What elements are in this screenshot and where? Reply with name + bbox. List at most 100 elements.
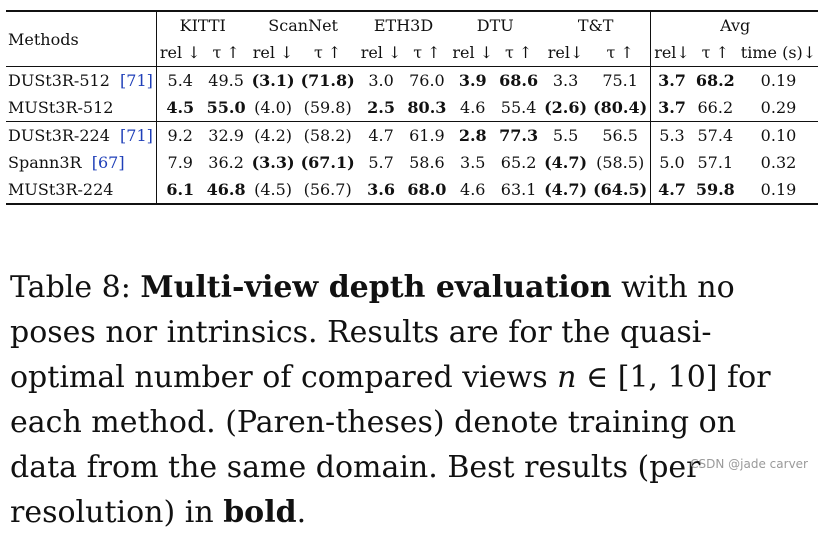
value-cell: 66.2 — [697, 98, 734, 117]
group-header-eth3d: ETH3D — [357, 10, 450, 39]
value-cell: 5.4 — [155, 66, 204, 94]
value-cell: 4.6 — [460, 98, 486, 117]
value-cell: 57.4 — [692, 121, 738, 149]
table-caption: Table 8: Multi-view depth evaluation wit… — [10, 265, 810, 535]
value-cell: (67.1) — [300, 153, 355, 172]
value-cell: 2.5 — [367, 98, 395, 117]
value-cell: (4.5) — [254, 180, 293, 199]
value-cell: 4.7 — [357, 121, 405, 149]
value-cell: 65.2 — [500, 153, 537, 172]
caption-label: Table 8: — [10, 270, 141, 305]
watermark-text: CSDN @jade carver — [690, 457, 808, 471]
value-cell: (4.7) — [544, 180, 588, 199]
value-cell: 9.2 — [155, 121, 204, 149]
group-header-scannet: ScanNet — [248, 10, 358, 39]
value-cell: 5.7 — [368, 153, 394, 172]
caption-text-1: with no poses nor intrinsics. Results ar… — [10, 270, 735, 395]
results-table: Methods KITTI ScanNet ETH3D DTU T&T Avg … — [6, 10, 818, 205]
value-cell: 49.5 — [208, 71, 244, 90]
method-name-cell: DUSt3R-512 [71] — [6, 67, 156, 95]
value-cell: 3.0 — [368, 71, 394, 90]
caption-math-n: n — [557, 360, 577, 395]
subheader-scannet-tau: τ ↑ — [297, 39, 358, 67]
value-cell: 0.10 — [737, 121, 818, 149]
value-cell: (58.5) — [596, 153, 645, 172]
value-cell: 57.1 — [697, 153, 734, 172]
value-cell: (59.8) — [303, 98, 352, 117]
method-name-cell: DUSt3R-224 [71] — [6, 121, 157, 149]
method-name-cell: MUSt3R-512 — [6, 94, 156, 122]
value-cell: 3.3 — [552, 71, 579, 90]
value-cell: 0.32 — [760, 153, 797, 172]
value-cell: (2.6) — [544, 98, 588, 117]
caption-bold-word: bold — [223, 495, 297, 530]
method-name: DUSt3R-512 — [8, 71, 110, 90]
value-cell: 68.2 — [695, 71, 735, 90]
group-header-kitti: KITTI — [155, 10, 249, 39]
value-cell: 68.0 — [407, 180, 447, 199]
subheader-tt-tau: τ ↑ — [590, 39, 651, 67]
value-cell: 36.2 — [208, 153, 244, 172]
method-name: MUSt3R-224 — [8, 180, 114, 199]
header-row-metrics: rel ↓ τ ↑ rel ↓ τ ↑ rel ↓ τ ↑ rel ↓ τ ↑ … — [6, 39, 818, 67]
subheader-kitti-tau: τ ↑ — [203, 39, 249, 67]
value-cell: 61.9 — [404, 121, 450, 149]
value-cell: 2.8 — [449, 121, 497, 149]
method-name-cell: MUSt3R-224 — [6, 176, 156, 204]
value-cell: 56.5 — [590, 121, 651, 149]
value-cell: 0.29 — [760, 98, 797, 117]
subheader-eth3d-tau: τ ↑ — [404, 39, 450, 67]
subheader-avg-time: time (s)↓ — [737, 39, 818, 67]
value-cell: 4.7 — [650, 176, 693, 204]
subheader-avg-rel: rel↓ — [650, 39, 693, 67]
value-cell: (4.0) — [254, 98, 293, 117]
value-cell: 3.5 — [460, 153, 486, 172]
table-body: DUSt3R-512 [71] 5.4 49.5 (3.1) (71.8) 3.0 76.0… — [6, 66, 818, 204]
value-cell: 3.6 — [367, 180, 395, 199]
value-cell: (3.1) — [251, 71, 295, 90]
caption-title: Multi-view depth evaluation — [140, 270, 612, 305]
subheader-scannet-rel: rel ↓ — [248, 39, 298, 67]
value-cell: (4.2) — [248, 121, 298, 149]
value-cell: 55.0 — [206, 98, 246, 117]
methods-header: Methods — [6, 10, 157, 67]
value-cell: (58.2) — [297, 121, 358, 149]
subheader-avg-tau: τ ↑ — [692, 39, 738, 67]
value-cell: 68.6 — [499, 71, 539, 90]
citation-link[interactable]: [71] — [120, 71, 153, 90]
value-cell: 75.1 — [602, 71, 638, 90]
table-row: DUSt3R-224 [71] 9.2 32.9 (4.2) (58.2) 4.7 61.9… — [6, 121, 818, 149]
value-cell: 80.3 — [407, 98, 447, 117]
value-cell: 63.1 — [500, 180, 537, 199]
value-cell: 0.19 — [760, 71, 797, 90]
subheader-dtu-tau: τ ↑ — [496, 39, 542, 67]
value-cell: (71.8) — [300, 71, 355, 90]
subheader-dtu-rel: rel ↓ — [449, 39, 497, 67]
value-cell: 4.5 — [155, 94, 204, 122]
subheader-tt-rel: rel↓ — [541, 39, 591, 67]
value-cell: 76.0 — [409, 71, 445, 90]
group-header-dtu: DTU — [449, 10, 542, 39]
citation-link[interactable]: [67] — [91, 153, 125, 172]
value-cell: (3.3) — [251, 153, 295, 172]
value-cell: (64.5) — [593, 180, 648, 199]
method-name: DUSt3R-224 — [8, 126, 110, 145]
value-cell: 5.5 — [541, 121, 591, 149]
group-header-avg: Avg — [650, 10, 818, 39]
subheader-kitti-rel: rel ↓ — [155, 39, 204, 67]
method-name-cell: Spann3R [67] — [6, 149, 156, 176]
table-row: MUSt3R-512 4.5 55.0 (4.0) (59.8) 2.5 80.3 4.6 55… — [6, 94, 818, 122]
citation-link[interactable]: [71] — [120, 126, 153, 145]
value-cell: (4.7) — [544, 153, 588, 172]
value-cell: 0.19 — [760, 180, 797, 199]
table-row: MUSt3R-224 6.1 46.8 (4.5) (56.7) 3.6 68.0 4.6 63… — [6, 176, 818, 204]
group-header-tt: T&T — [541, 10, 651, 39]
value-cell: 46.8 — [206, 180, 246, 199]
value-cell: 59.8 — [695, 180, 735, 199]
subheader-eth3d-rel: rel ↓ — [357, 39, 405, 67]
value-cell: 3.9 — [458, 71, 487, 90]
header-row-groups: Methods KITTI ScanNet ETH3D DTU T&T Avg — [6, 10, 818, 67]
method-name: MUSt3R-512 — [8, 98, 114, 117]
value-cell: (80.4) — [593, 98, 648, 117]
results-table-container: Methods KITTI ScanNet ETH3D DTU T&T Avg … — [6, 10, 818, 205]
